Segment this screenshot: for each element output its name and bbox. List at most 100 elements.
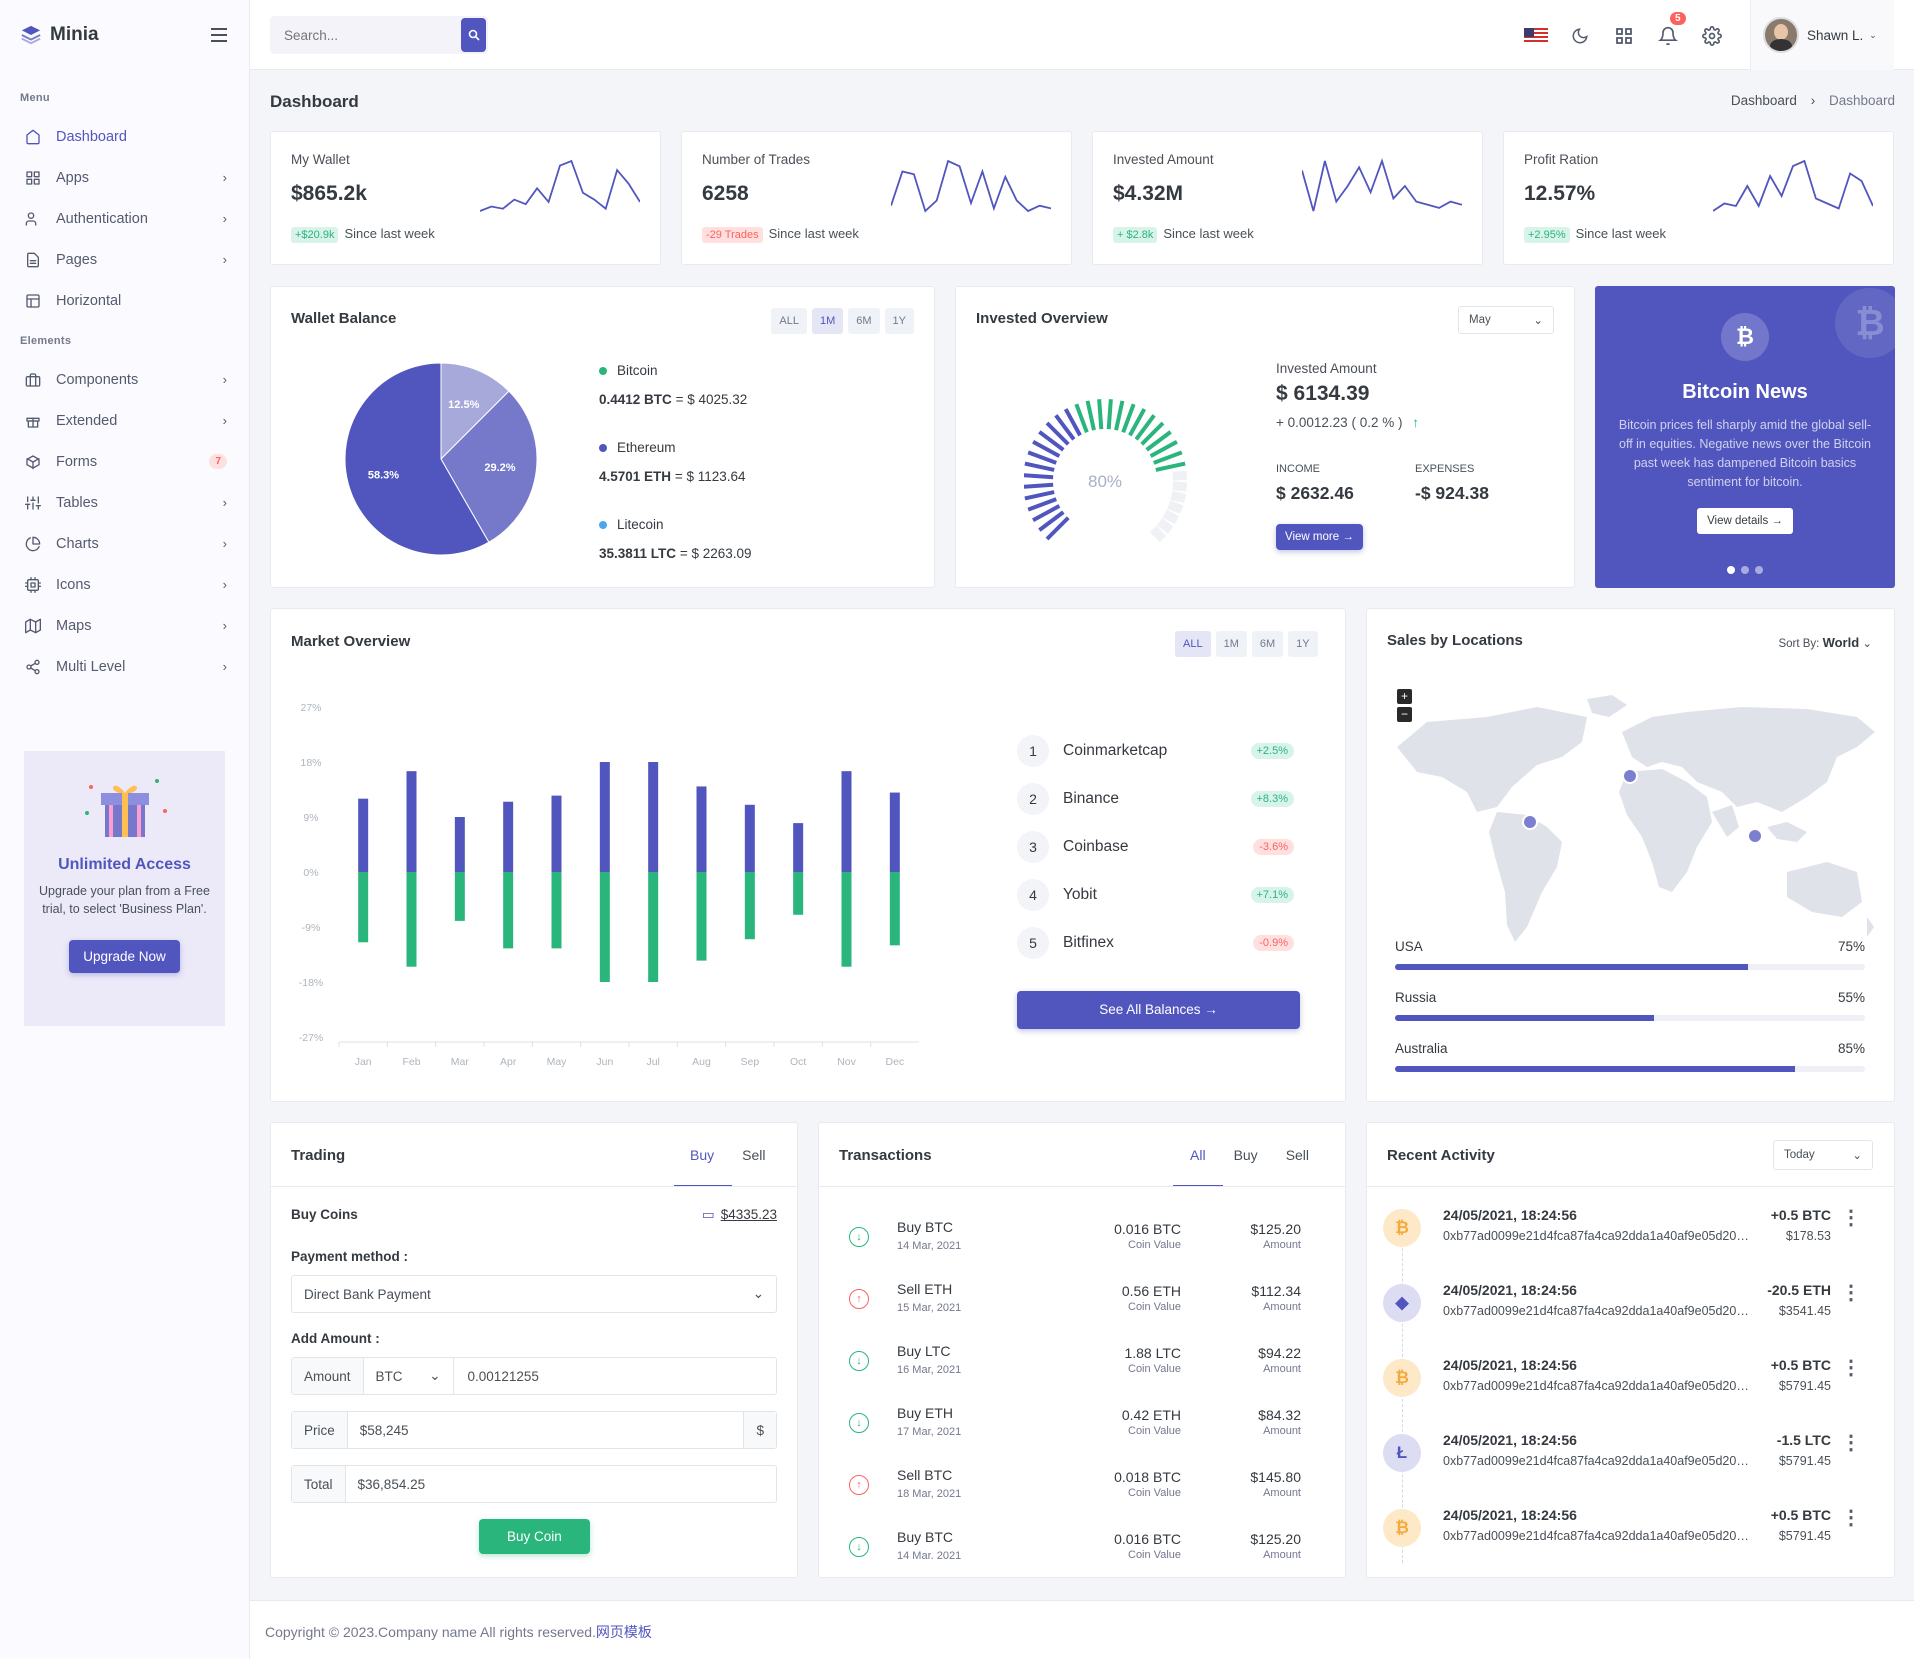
zoom-out-button[interactable]: −	[1397, 707, 1412, 722]
sidebar-item-horizontal[interactable]: Horizontal	[0, 280, 249, 321]
period-1m-button[interactable]: 1M	[811, 308, 844, 334]
sidebar-item-authentication[interactable]: Authentication ›	[0, 198, 249, 239]
sort-by-dropdown[interactable]: Sort By: World ⌄	[1778, 635, 1872, 650]
sidebar-item-maps[interactable]: Maps ›	[0, 605, 249, 646]
transaction-row[interactable]: ↓ Buy BTC 14 Mar, 2021 0.016 BTC Coin Value $…	[839, 1219, 1311, 1259]
map-marker[interactable]	[1747, 828, 1763, 844]
view-details-button[interactable]: View details →	[1697, 508, 1793, 534]
bar[interactable]	[889, 872, 900, 946]
amount-input[interactable]: 0.00121255	[467, 1368, 539, 1384]
bar[interactable]	[503, 801, 514, 872]
apps-grid-icon[interactable]	[1612, 24, 1636, 48]
moon-icon[interactable]	[1568, 24, 1592, 48]
bar[interactable]	[599, 872, 610, 982]
bar[interactable]	[696, 786, 707, 872]
period-all-button[interactable]: ALL	[1175, 631, 1211, 657]
bar[interactable]	[793, 872, 804, 915]
transaction-row[interactable]: ↑ Sell ETH 15 Mar, 2021 0.56 ETH Coin Value $…	[839, 1281, 1311, 1321]
exchange-row[interactable]: 4 Yobit +7.1%	[1017, 879, 1300, 911]
sidebar-item-dashboard[interactable]: Dashboard	[0, 116, 249, 157]
period-1y-button[interactable]: 1Y	[1288, 631, 1318, 657]
pie-slice[interactable]	[440, 390, 537, 543]
sidebar-item-components[interactable]: Components ›	[0, 359, 249, 400]
period-6m-button[interactable]: 6M	[848, 308, 880, 334]
bar[interactable]	[358, 872, 369, 943]
transaction-row[interactable]: ↓ Buy BTC 14 Mar, 2021 0.016 BTC Coin Value $…	[839, 1529, 1311, 1559]
transaction-row[interactable]: ↓ Buy LTC 16 Mar, 2021 1.88 LTC Coin Value $9…	[839, 1343, 1311, 1383]
period-all-button[interactable]: ALL	[771, 308, 807, 334]
more-vertical-icon[interactable]: ⋮	[1841, 1432, 1861, 1454]
bar[interactable]	[599, 762, 610, 872]
exchange-row[interactable]: 2 Binance +8.3%	[1017, 783, 1300, 815]
bar[interactable]	[889, 792, 900, 872]
footer-link[interactable]: 网页模板	[595, 1624, 652, 1640]
pie-slice[interactable]	[440, 363, 510, 461]
tab-buy[interactable]: Buy	[690, 1147, 715, 1163]
transaction-row[interactable]: ↓ Buy ETH 17 Mar, 2021 0.42 ETH Coin Value $8…	[839, 1405, 1311, 1445]
bar[interactable]	[551, 795, 562, 872]
pie-slice[interactable]	[345, 363, 490, 555]
bar[interactable]	[551, 872, 562, 949]
bar[interactable]	[454, 817, 465, 872]
more-vertical-icon[interactable]: ⋮	[1841, 1282, 1861, 1304]
sidebar-item-extended[interactable]: Extended ›	[0, 400, 249, 441]
bar[interactable]	[793, 823, 804, 872]
breadcrumb-link[interactable]: Dashboard	[1730, 93, 1797, 108]
bar[interactable]	[648, 872, 659, 982]
period-1y-button[interactable]: 1Y	[884, 308, 914, 334]
exchange-row[interactable]: 5 Bitfinex -0.9%	[1017, 927, 1300, 959]
month-select[interactable]: May ⌄	[1458, 306, 1554, 334]
view-more-button[interactable]: View more →	[1276, 524, 1363, 550]
bar[interactable]	[648, 762, 659, 872]
tab-sell[interactable]: Sell	[742, 1147, 766, 1163]
bar[interactable]	[744, 804, 755, 872]
price-input[interactable]: $58,245	[359, 1422, 409, 1438]
user-menu[interactable]: Shawn L. ⌄	[1750, 0, 1894, 70]
sidebar-item-icons[interactable]: Icons ›	[0, 564, 249, 605]
period-1m-button[interactable]: 1M	[1215, 631, 1247, 657]
tab-all[interactable]: All	[1190, 1147, 1206, 1163]
bar[interactable]	[503, 872, 514, 949]
zoom-in-button[interactable]: +	[1397, 689, 1412, 704]
menu-toggle-icon[interactable]	[211, 27, 229, 43]
map-marker[interactable]	[1622, 768, 1638, 784]
more-vertical-icon[interactable]: ⋮	[1841, 1357, 1861, 1379]
carousel-dot[interactable]	[1755, 566, 1763, 574]
bar[interactable]	[454, 872, 465, 921]
sidebar-item-apps[interactable]: Apps ›	[0, 157, 249, 198]
total-input[interactable]: $36,854.25	[357, 1476, 426, 1492]
notifications-bell-icon[interactable]: 5	[1656, 12, 1686, 48]
tab-sell[interactable]: Sell	[1285, 1147, 1310, 1163]
carousel-dot[interactable]	[1741, 566, 1749, 574]
map-marker[interactable]	[1522, 814, 1538, 830]
bar[interactable]	[841, 771, 852, 872]
tab-buy[interactable]: Buy	[1233, 1147, 1258, 1163]
bar[interactable]	[696, 872, 707, 961]
see-all-balances-button[interactable]: See All Balances →	[1017, 991, 1300, 1029]
upgrade-now-button[interactable]: Upgrade Now	[69, 940, 180, 973]
search-input[interactable]	[270, 16, 461, 54]
bar[interactable]	[358, 798, 369, 872]
settings-gear-icon[interactable]	[1700, 24, 1724, 48]
sidebar-item-multi-level[interactable]: Multi Level ›	[0, 646, 249, 687]
more-vertical-icon[interactable]: ⋮	[1841, 1507, 1861, 1529]
sidebar-item-forms[interactable]: Forms 7	[0, 441, 249, 482]
sidebar-item-charts[interactable]: Charts ›	[0, 523, 249, 564]
transaction-row[interactable]: ↑ Sell BTC 18 Mar, 2021 0.018 BTC Coin Value…	[839, 1467, 1311, 1507]
activity-filter-select[interactable]: Today ⌄	[1773, 1140, 1873, 1170]
period-6m-button[interactable]: 6M	[1251, 631, 1284, 657]
carousel-dot-active[interactable]	[1727, 566, 1735, 574]
bar[interactable]	[406, 872, 417, 967]
bar[interactable]	[841, 872, 852, 967]
sidebar-item-pages[interactable]: Pages ›	[0, 239, 249, 280]
more-vertical-icon[interactable]: ⋮	[1841, 1207, 1861, 1229]
exchange-row[interactable]: 3 Coinbase -3.6%	[1017, 831, 1300, 863]
payment-method-select[interactable]: Direct Bank Payment ⌄	[291, 1275, 777, 1313]
us-flag-icon[interactable]	[1524, 24, 1548, 48]
search-button[interactable]	[461, 18, 486, 52]
sidebar-item-tables[interactable]: Tables ›	[0, 482, 249, 523]
exchange-row[interactable]: 1 Coinmarketcap +2.5%	[1017, 735, 1300, 767]
bar[interactable]	[406, 771, 417, 872]
bar[interactable]	[744, 872, 755, 940]
coin-select[interactable]: BTC ⌄	[364, 1358, 454, 1394]
